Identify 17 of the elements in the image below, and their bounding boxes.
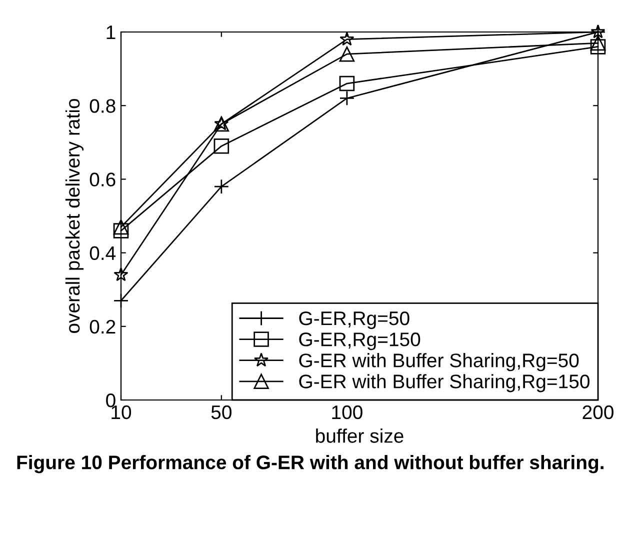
x-tick-label: 200: [582, 405, 614, 420]
y-tick-label: 0: [106, 393, 116, 408]
y-axis-title: overall packet delivery ratio: [65, 99, 84, 333]
x-tick-label: 100: [332, 405, 362, 420]
x-tick-label: 50: [211, 405, 232, 420]
caption: Figure 10 Performance of G-ER with and without buffer sharing.: [17, 455, 604, 474]
y-tick-label: 0.4: [90, 246, 116, 260]
legend-label: G-ER,Rg=50: [299, 311, 410, 330]
legend-label: G-ER with Buffer Sharing,Rg=150: [299, 374, 590, 392]
x-tick-label: 10: [112, 405, 132, 420]
y-tick-label: 0.8: [90, 99, 116, 113]
legend-label: G-ER,Rg=150: [299, 332, 420, 350]
y-tick-label: 0.2: [90, 320, 116, 334]
legend-label: G-ER with Buffer Sharing,Rg=50: [299, 353, 579, 372]
y-tick-label: 0.6: [90, 172, 116, 186]
x-axis-title: buffer size: [316, 428, 404, 443]
y-tick-label: 1: [106, 26, 116, 40]
